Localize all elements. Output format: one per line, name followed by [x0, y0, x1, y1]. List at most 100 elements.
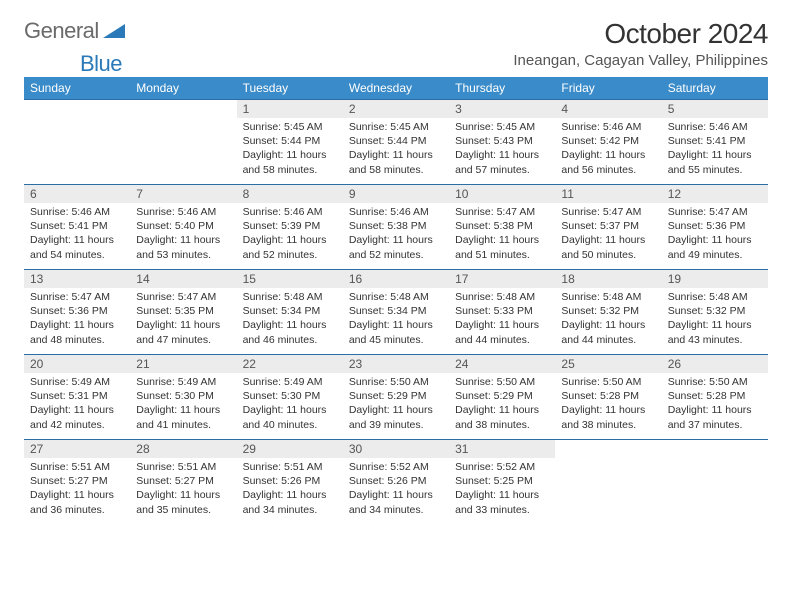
day-details: Sunrise: 5:48 AMSunset: 5:34 PMDaylight:…: [237, 288, 343, 349]
sunset-line: Sunset: 5:32 PM: [561, 304, 655, 318]
day-number: 8: [237, 185, 343, 203]
calendar-day-cell: 9Sunrise: 5:46 AMSunset: 5:38 PMDaylight…: [343, 185, 449, 270]
day-details: Sunrise: 5:45 AMSunset: 5:43 PMDaylight:…: [449, 118, 555, 179]
sunrise-line: Sunrise: 5:48 AM: [668, 290, 762, 304]
sunrise-line: Sunrise: 5:51 AM: [243, 460, 337, 474]
sunrise-line: Sunrise: 5:52 AM: [349, 460, 443, 474]
calendar-day-cell: 6Sunrise: 5:46 AMSunset: 5:41 PMDaylight…: [24, 185, 130, 270]
day-number: 12: [662, 185, 768, 203]
calendar-day-cell: 30Sunrise: 5:52 AMSunset: 5:26 PMDayligh…: [343, 440, 449, 525]
day-details: Sunrise: 5:47 AMSunset: 5:36 PMDaylight:…: [662, 203, 768, 264]
sunrise-line: Sunrise: 5:48 AM: [561, 290, 655, 304]
sunrise-line: Sunrise: 5:45 AM: [455, 120, 549, 134]
calendar-day-cell: 5Sunrise: 5:46 AMSunset: 5:41 PMDaylight…: [662, 100, 768, 185]
sunrise-line: Sunrise: 5:47 AM: [30, 290, 124, 304]
day-details: Sunrise: 5:52 AMSunset: 5:25 PMDaylight:…: [449, 458, 555, 519]
weekday-header: Monday: [130, 77, 236, 100]
sunset-line: Sunset: 5:29 PM: [349, 389, 443, 403]
daylight-line: Daylight: 11 hours and 38 minutes.: [561, 403, 655, 431]
day-details: Sunrise: 5:46 AMSunset: 5:42 PMDaylight:…: [555, 118, 661, 179]
sunset-line: Sunset: 5:44 PM: [243, 134, 337, 148]
sunset-line: Sunset: 5:33 PM: [455, 304, 549, 318]
sunset-line: Sunset: 5:43 PM: [455, 134, 549, 148]
day-number: 27: [24, 440, 130, 458]
day-details: Sunrise: 5:46 AMSunset: 5:41 PMDaylight:…: [24, 203, 130, 264]
daylight-line: Daylight: 11 hours and 58 minutes.: [243, 148, 337, 176]
calendar-day-cell: 10Sunrise: 5:47 AMSunset: 5:38 PMDayligh…: [449, 185, 555, 270]
calendar-day-cell: 8Sunrise: 5:46 AMSunset: 5:39 PMDaylight…: [237, 185, 343, 270]
sunrise-line: Sunrise: 5:46 AM: [668, 120, 762, 134]
sunset-line: Sunset: 5:41 PM: [30, 219, 124, 233]
day-details: Sunrise: 5:48 AMSunset: 5:34 PMDaylight:…: [343, 288, 449, 349]
calendar-day-cell: [555, 440, 661, 525]
day-number: 28: [130, 440, 236, 458]
daylight-line: Daylight: 11 hours and 49 minutes.: [668, 233, 762, 261]
sunrise-line: Sunrise: 5:48 AM: [455, 290, 549, 304]
daylight-line: Daylight: 11 hours and 41 minutes.: [136, 403, 230, 431]
brand-triangle-icon: [103, 22, 125, 40]
daylight-line: Daylight: 11 hours and 46 minutes.: [243, 318, 337, 346]
sunrise-line: Sunrise: 5:47 AM: [561, 205, 655, 219]
calendar-day-cell: [662, 440, 768, 525]
day-number: 10: [449, 185, 555, 203]
calendar-day-cell: 12Sunrise: 5:47 AMSunset: 5:36 PMDayligh…: [662, 185, 768, 270]
calendar-day-cell: 2Sunrise: 5:45 AMSunset: 5:44 PMDaylight…: [343, 100, 449, 185]
sunrise-line: Sunrise: 5:51 AM: [30, 460, 124, 474]
day-number: 4: [555, 100, 661, 118]
sunset-line: Sunset: 5:28 PM: [561, 389, 655, 403]
day-number: 29: [237, 440, 343, 458]
day-details: Sunrise: 5:46 AMSunset: 5:41 PMDaylight:…: [662, 118, 768, 179]
calendar-day-cell: 23Sunrise: 5:50 AMSunset: 5:29 PMDayligh…: [343, 355, 449, 440]
day-number: 20: [24, 355, 130, 373]
sunset-line: Sunset: 5:25 PM: [455, 474, 549, 488]
sunset-line: Sunset: 5:37 PM: [561, 219, 655, 233]
calendar-day-cell: 11Sunrise: 5:47 AMSunset: 5:37 PMDayligh…: [555, 185, 661, 270]
sunset-line: Sunset: 5:34 PM: [243, 304, 337, 318]
calendar-day-cell: 18Sunrise: 5:48 AMSunset: 5:32 PMDayligh…: [555, 270, 661, 355]
calendar-day-cell: 4Sunrise: 5:46 AMSunset: 5:42 PMDaylight…: [555, 100, 661, 185]
sunset-line: Sunset: 5:29 PM: [455, 389, 549, 403]
daylight-line: Daylight: 11 hours and 39 minutes.: [349, 403, 443, 431]
day-details: Sunrise: 5:47 AMSunset: 5:36 PMDaylight:…: [24, 288, 130, 349]
day-details: Sunrise: 5:51 AMSunset: 5:27 PMDaylight:…: [24, 458, 130, 519]
calendar-day-cell: 17Sunrise: 5:48 AMSunset: 5:33 PMDayligh…: [449, 270, 555, 355]
sunset-line: Sunset: 5:42 PM: [561, 134, 655, 148]
calendar-body: 1Sunrise: 5:45 AMSunset: 5:44 PMDaylight…: [24, 100, 768, 525]
sunrise-line: Sunrise: 5:47 AM: [668, 205, 762, 219]
day-details: Sunrise: 5:46 AMSunset: 5:39 PMDaylight:…: [237, 203, 343, 264]
sunrise-line: Sunrise: 5:50 AM: [561, 375, 655, 389]
day-number: 3: [449, 100, 555, 118]
day-number: 17: [449, 270, 555, 288]
day-details: Sunrise: 5:49 AMSunset: 5:31 PMDaylight:…: [24, 373, 130, 434]
calendar-day-cell: 7Sunrise: 5:46 AMSunset: 5:40 PMDaylight…: [130, 185, 236, 270]
sunrise-line: Sunrise: 5:46 AM: [136, 205, 230, 219]
day-number: 21: [130, 355, 236, 373]
daylight-line: Daylight: 11 hours and 57 minutes.: [455, 148, 549, 176]
daylight-line: Daylight: 11 hours and 48 minutes.: [30, 318, 124, 346]
weekday-header: Thursday: [449, 77, 555, 100]
daylight-line: Daylight: 11 hours and 47 minutes.: [136, 318, 230, 346]
sunset-line: Sunset: 5:26 PM: [349, 474, 443, 488]
day-number: 7: [130, 185, 236, 203]
sunrise-line: Sunrise: 5:50 AM: [455, 375, 549, 389]
day-number: 19: [662, 270, 768, 288]
daylight-line: Daylight: 11 hours and 38 minutes.: [455, 403, 549, 431]
day-details: Sunrise: 5:45 AMSunset: 5:44 PMDaylight:…: [343, 118, 449, 179]
day-number: 25: [555, 355, 661, 373]
weekday-header-row: SundayMondayTuesdayWednesdayThursdayFrid…: [24, 77, 768, 100]
sunrise-line: Sunrise: 5:50 AM: [349, 375, 443, 389]
daylight-line: Daylight: 11 hours and 43 minutes.: [668, 318, 762, 346]
day-details: Sunrise: 5:46 AMSunset: 5:40 PMDaylight:…: [130, 203, 236, 264]
day-details: Sunrise: 5:50 AMSunset: 5:28 PMDaylight:…: [662, 373, 768, 434]
brand-part2: Blue: [80, 51, 122, 77]
calendar-day-cell: 31Sunrise: 5:52 AMSunset: 5:25 PMDayligh…: [449, 440, 555, 525]
daylight-line: Daylight: 11 hours and 56 minutes.: [561, 148, 655, 176]
daylight-line: Daylight: 11 hours and 53 minutes.: [136, 233, 230, 261]
calendar-day-cell: 13Sunrise: 5:47 AMSunset: 5:36 PMDayligh…: [24, 270, 130, 355]
sunrise-line: Sunrise: 5:46 AM: [30, 205, 124, 219]
calendar-day-cell: 22Sunrise: 5:49 AMSunset: 5:30 PMDayligh…: [237, 355, 343, 440]
calendar-day-cell: 24Sunrise: 5:50 AMSunset: 5:29 PMDayligh…: [449, 355, 555, 440]
sunrise-line: Sunrise: 5:48 AM: [349, 290, 443, 304]
daylight-line: Daylight: 11 hours and 55 minutes.: [668, 148, 762, 176]
daylight-line: Daylight: 11 hours and 33 minutes.: [455, 488, 549, 516]
